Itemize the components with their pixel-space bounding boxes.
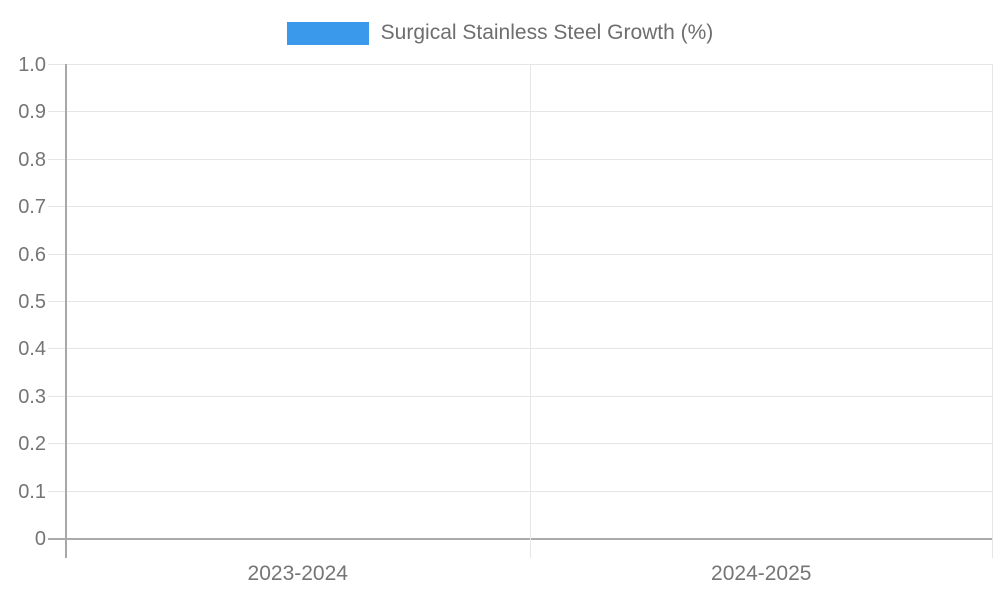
gridline bbox=[48, 490, 993, 492]
y-tick-label: 0 bbox=[34, 528, 46, 550]
plot-area: 0 0.1 0.2 0.3 0.4 0.5 0.6 0.7 0.8 0.9 1.0 2023-2024… bbox=[18, 54, 993, 585]
legend-swatch bbox=[286, 21, 369, 45]
gridline bbox=[48, 348, 993, 350]
x-axis-baseline bbox=[48, 538, 993, 540]
legend-label: Surgical Stainless Steel Growth (%) bbox=[380, 21, 714, 44]
gridline bbox=[48, 395, 993, 397]
x-category-label: 2024-2025 bbox=[711, 562, 812, 585]
gridline bbox=[48, 443, 993, 445]
y-tick-label: 0.4 bbox=[18, 338, 46, 361]
y-tick-label: 0.1 bbox=[18, 480, 46, 503]
gridline bbox=[48, 64, 993, 65]
y-tick-label: 0.9 bbox=[18, 101, 46, 124]
x-category-label: 2023-2024 bbox=[247, 562, 348, 585]
gridline bbox=[48, 301, 993, 302]
legend-item[interactable]: Surgical Stainless Steel Growth (%) bbox=[0, 21, 1000, 45]
gridline bbox=[48, 206, 993, 208]
y-tick-label: 0.5 bbox=[18, 291, 46, 313]
y-tick-label: 0.6 bbox=[18, 243, 46, 266]
y-tick-label: 0.2 bbox=[18, 433, 46, 456]
gridline bbox=[48, 111, 993, 113]
plot-right-border bbox=[992, 64, 993, 558]
gridline bbox=[48, 158, 993, 160]
y-tick-label: 0.8 bbox=[18, 148, 46, 171]
y-tick-label: 0.3 bbox=[18, 385, 46, 408]
gridline bbox=[48, 253, 993, 255]
category-separator bbox=[529, 64, 531, 558]
y-tick-label: 0.7 bbox=[18, 196, 46, 219]
y-tick-label: 1.0 bbox=[18, 54, 46, 76]
y-axis-line bbox=[65, 64, 67, 558]
